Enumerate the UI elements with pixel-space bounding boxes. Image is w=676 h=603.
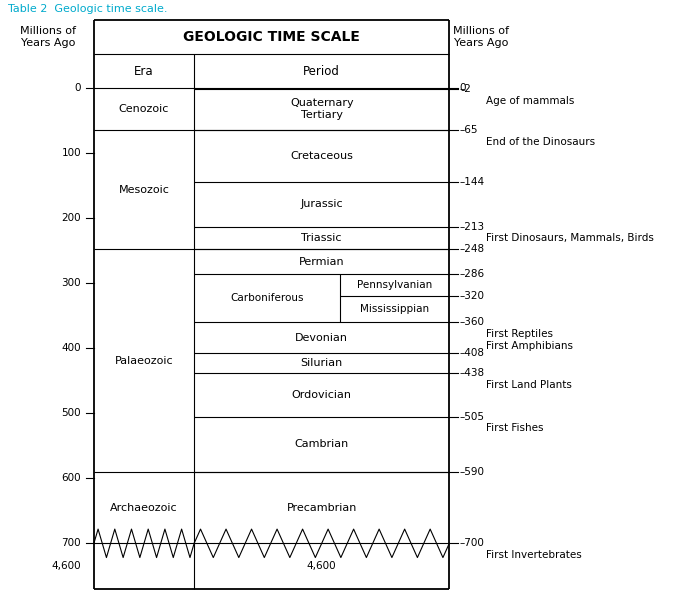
Text: First Fishes: First Fishes <box>486 423 544 434</box>
Text: –360: –360 <box>459 317 484 327</box>
Text: Cretaceous: Cretaceous <box>290 151 353 161</box>
Text: Carboniferous: Carboniferous <box>231 293 304 303</box>
Text: Table 2  Geologic time scale.: Table 2 Geologic time scale. <box>8 4 168 14</box>
Text: Millions of
Years Ago: Millions of Years Ago <box>20 26 76 48</box>
Text: Silurian: Silurian <box>301 358 343 368</box>
Text: –320: –320 <box>459 291 484 302</box>
Text: 400: 400 <box>62 343 81 353</box>
Text: 500: 500 <box>62 408 81 418</box>
Text: Triassic: Triassic <box>301 233 342 243</box>
Text: –65: –65 <box>459 125 478 136</box>
Text: Devonian: Devonian <box>295 333 348 343</box>
Text: Cambrian: Cambrian <box>295 439 349 449</box>
Text: First Reptiles
First Amphibians: First Reptiles First Amphibians <box>486 329 573 351</box>
Text: 300: 300 <box>62 278 81 288</box>
Text: Mississippian: Mississippian <box>360 305 429 314</box>
Text: Permian: Permian <box>299 257 345 267</box>
Text: Jurassic: Jurassic <box>300 199 343 209</box>
Text: First Dinosaurs, Mammals, Birds: First Dinosaurs, Mammals, Birds <box>486 233 654 244</box>
Text: 0: 0 <box>74 83 81 93</box>
Text: –438: –438 <box>459 368 485 378</box>
Text: 600: 600 <box>62 473 81 483</box>
Text: 4,600: 4,600 <box>307 561 337 571</box>
Text: Age of mammals: Age of mammals <box>486 96 574 106</box>
Text: –2: –2 <box>459 84 471 95</box>
Text: 700: 700 <box>62 538 81 548</box>
Text: Ordovician: Ordovician <box>292 390 352 400</box>
Text: Mesozoic: Mesozoic <box>118 185 170 195</box>
Text: Cenozoic: Cenozoic <box>119 104 169 114</box>
Text: –590: –590 <box>459 467 484 477</box>
Text: 0: 0 <box>459 83 466 93</box>
Text: First Land Plants: First Land Plants <box>486 380 572 390</box>
Text: 100: 100 <box>62 148 81 158</box>
Text: Pennsylvanian: Pennsylvanian <box>357 280 432 290</box>
Text: –408: –408 <box>459 349 484 358</box>
Text: End of the Dinosaurs: End of the Dinosaurs <box>486 137 595 147</box>
Text: 4,600: 4,600 <box>51 561 81 571</box>
Text: Archaeozoic: Archaeozoic <box>110 502 178 513</box>
Text: –213: –213 <box>459 222 485 232</box>
Text: –248: –248 <box>459 244 485 254</box>
Text: 200: 200 <box>62 213 81 223</box>
Text: –700: –700 <box>459 538 484 548</box>
Text: –286: –286 <box>459 269 485 279</box>
Text: Millions of
Years Ago: Millions of Years Ago <box>453 26 509 48</box>
Text: GEOLOGIC TIME SCALE: GEOLOGIC TIME SCALE <box>183 30 360 44</box>
Text: Era: Era <box>135 65 154 78</box>
Text: Precambrian: Precambrian <box>287 502 357 513</box>
Text: First Invertebrates: First Invertebrates <box>486 550 581 560</box>
Text: Period: Period <box>304 65 340 78</box>
Text: Quaternary
Tertiary: Quaternary Tertiary <box>290 98 354 120</box>
Text: –144: –144 <box>459 177 485 187</box>
Text: –505: –505 <box>459 411 484 421</box>
Text: Palaeozoic: Palaeozoic <box>115 356 173 365</box>
